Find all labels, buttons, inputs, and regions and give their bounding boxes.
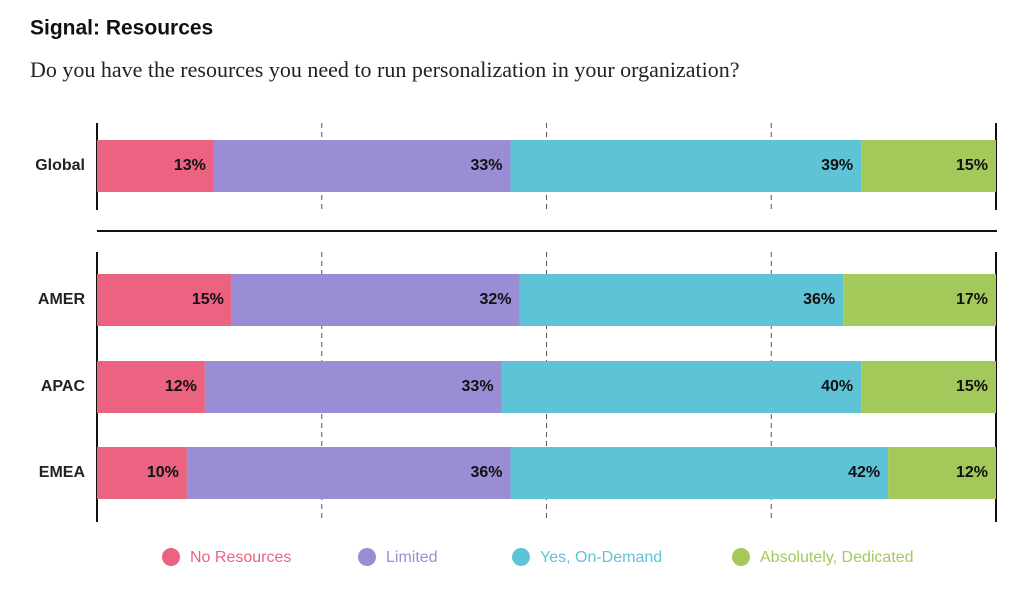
bar-segment — [501, 361, 862, 413]
value-label: 15% — [956, 157, 988, 174]
bar-segment — [861, 140, 996, 192]
bar-segment — [888, 447, 996, 499]
value-label: 12% — [165, 378, 197, 395]
legend-label: Limited — [386, 549, 438, 566]
legend-label: No Resources — [190, 549, 291, 566]
value-label: 15% — [956, 378, 988, 395]
chart-subtitle: Do you have the resources you need to ru… — [30, 57, 740, 82]
value-label: 36% — [803, 291, 835, 308]
legend-label: Absolutely, Dedicated — [760, 549, 914, 566]
value-label: 33% — [471, 157, 503, 174]
bar-segment — [97, 361, 205, 413]
legend-marker — [162, 548, 180, 566]
value-label: 40% — [821, 378, 853, 395]
bar-segment — [97, 140, 214, 192]
category-label: AMER — [38, 291, 86, 308]
category-label: APAC — [41, 378, 86, 395]
bar-segment — [97, 274, 232, 326]
category-label: EMEA — [39, 464, 86, 481]
value-label: 15% — [192, 291, 224, 308]
legend-marker — [358, 548, 376, 566]
value-label: 36% — [471, 464, 503, 481]
value-label: 42% — [848, 464, 880, 481]
value-label: 33% — [462, 378, 494, 395]
bar-segment — [204, 361, 502, 413]
bar-segment — [843, 274, 996, 326]
value-label: 32% — [479, 291, 511, 308]
bar-segment — [186, 447, 511, 499]
bar-segment — [213, 140, 511, 192]
value-label: 17% — [956, 291, 988, 308]
category-label: Global — [35, 157, 85, 174]
legend-marker — [512, 548, 530, 566]
bar-segment — [510, 447, 889, 499]
legend-marker — [732, 548, 750, 566]
bar-segment — [231, 274, 520, 326]
value-label: 10% — [147, 464, 179, 481]
bar-segment — [861, 361, 996, 413]
legend-label: Yes, On-Demand — [540, 549, 662, 566]
bar-segment — [510, 140, 862, 192]
bar-segment — [519, 274, 844, 326]
chart-title: Signal: Resources — [30, 17, 213, 40]
value-label: 12% — [956, 464, 988, 481]
bar-segment — [97, 447, 187, 499]
value-label: 13% — [174, 157, 206, 174]
value-label: 39% — [821, 157, 853, 174]
